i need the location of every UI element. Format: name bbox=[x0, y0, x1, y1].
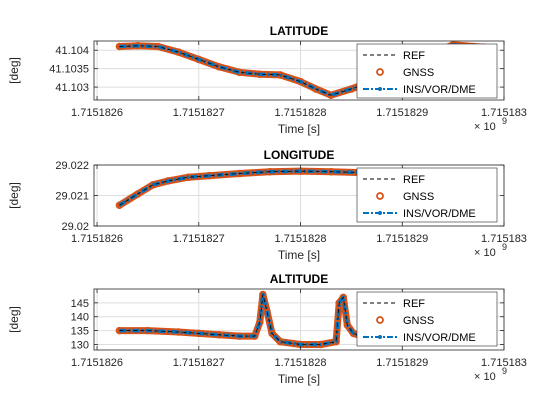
longitude-xtick-label-0: 1.7151826 bbox=[71, 233, 123, 245]
latitude-series-ref bbox=[119, 44, 484, 96]
longitude-legend-label-0: REF bbox=[403, 174, 425, 186]
latitude-x-exponent: × 10 bbox=[474, 121, 496, 133]
altitude-ytick-label-1: 135 bbox=[71, 326, 89, 338]
altitude-x-exponent: × 10 bbox=[474, 371, 496, 383]
longitude-x-exponent: × 10 bbox=[474, 247, 496, 259]
altitude-gnss-point bbox=[276, 337, 284, 346]
longitude-xtick-label-3: 1.7151829 bbox=[376, 233, 428, 245]
longitude-ylabel: [deg] bbox=[7, 182, 21, 209]
latitude-axes-frame bbox=[93, 40, 505, 101]
latitude-xtick-label-1: 1.7151827 bbox=[173, 107, 225, 119]
altitude-xtick-label-1: 1.7151827 bbox=[173, 357, 225, 369]
latitude-ytick-label-0: 41.103 bbox=[55, 82, 89, 94]
latitude-xtick-label-4: 1.715183 bbox=[481, 107, 527, 119]
latitude-legend-ins-marker bbox=[378, 87, 382, 91]
longitude-legend: REF GNSS INS/VOR/DME bbox=[356, 167, 498, 223]
latitude-ytick-label-2: 41.104 bbox=[55, 45, 89, 57]
altitude-ytick-label-2: 140 bbox=[71, 312, 89, 324]
longitude-xtick-label-4: 1.715183 bbox=[481, 233, 527, 245]
longitude-x-exponent-power: 9 bbox=[502, 242, 507, 252]
longitude-legend-ins-marker bbox=[378, 211, 382, 215]
latitude-title: LATITUDE bbox=[270, 24, 328, 38]
longitude-ytick-label-1: 29.021 bbox=[55, 191, 89, 203]
latitude-xlabel: Time [s] bbox=[278, 122, 320, 136]
longitude-xtick-label-1: 1.7151827 bbox=[173, 233, 225, 245]
altitude-axes-frame bbox=[93, 288, 505, 351]
latitude-legend: REF GNSS INS/VOR/DME bbox=[356, 43, 498, 99]
altitude-legend-label-2: INS/VOR/DME bbox=[403, 332, 476, 344]
latitude-x-exponent-power: 9 bbox=[502, 116, 507, 126]
latitude-legend-label-0: REF bbox=[403, 50, 425, 62]
latitude-legend-label-1: GNSS bbox=[403, 67, 434, 79]
longitude-ytick-label-2: 29.022 bbox=[55, 160, 89, 172]
longitude-xlabel: Time [s] bbox=[278, 248, 320, 262]
altitude-title: ALTITUDE bbox=[270, 272, 328, 286]
latitude-ytick-label-1: 41.1035 bbox=[49, 64, 89, 76]
latitude-xtick-label-3: 1.7151829 bbox=[376, 107, 428, 119]
altitude-xtick-label-2: 1.7151828 bbox=[275, 357, 327, 369]
altitude-ylabel: [deg] bbox=[7, 306, 21, 333]
altitude-ytick-label-3: 145 bbox=[71, 298, 89, 310]
altitude-legend-label-0: REF bbox=[403, 298, 425, 310]
longitude-legend-label-1: GNSS bbox=[403, 191, 434, 203]
altitude-legend: REF GNSS INS/VOR/DME bbox=[356, 291, 498, 347]
latitude-chart: 1.7151826 1.7151827 1.7151828 1.7151829 1.71… bbox=[7, 24, 527, 136]
altitude-xtick-label-0: 1.7151826 bbox=[71, 357, 123, 369]
longitude-series-ref bbox=[119, 170, 484, 206]
altitude-legend-label-1: GNSS bbox=[403, 315, 434, 327]
altitude-xtick-label-3: 1.7151829 bbox=[376, 357, 428, 369]
altitude-x-exponent-power: 9 bbox=[502, 366, 507, 376]
longitude-chart: 1.7151826 1.7151827 1.7151828 1.7151829 1.71… bbox=[7, 148, 527, 262]
longitude-xtick-label-2: 1.7151828 bbox=[275, 233, 327, 245]
altitude-chart: 1.7151826 1.7151827 1.7151828 1.7151829 1.71… bbox=[7, 272, 527, 386]
longitude-ytick-label-0: 29.02 bbox=[61, 221, 89, 233]
longitude-legend-label-2: INS/VOR/DME bbox=[403, 208, 476, 220]
longitude-title: LONGITUDE bbox=[264, 148, 335, 162]
altitude-xlabel: Time [s] bbox=[278, 372, 320, 386]
altitude-legend-gnss-swatch bbox=[376, 316, 384, 324]
altitude-gnss-point bbox=[268, 329, 276, 338]
altitude-ytick-label-0: 130 bbox=[71, 339, 89, 351]
latitude-legend-gnss-swatch bbox=[376, 68, 384, 76]
altitude-legend-ins-marker bbox=[378, 335, 382, 339]
latitude-xtick-label-2: 1.7151828 bbox=[275, 107, 327, 119]
latitude-xtick-label-0: 1.7151826 bbox=[71, 107, 123, 119]
altitude-xtick-label-4: 1.715183 bbox=[481, 357, 527, 369]
longitude-legend-gnss-swatch bbox=[376, 192, 384, 200]
latitude-legend-label-2: INS/VOR/DME bbox=[403, 84, 476, 96]
latitude-ylabel: [deg] bbox=[7, 57, 21, 84]
